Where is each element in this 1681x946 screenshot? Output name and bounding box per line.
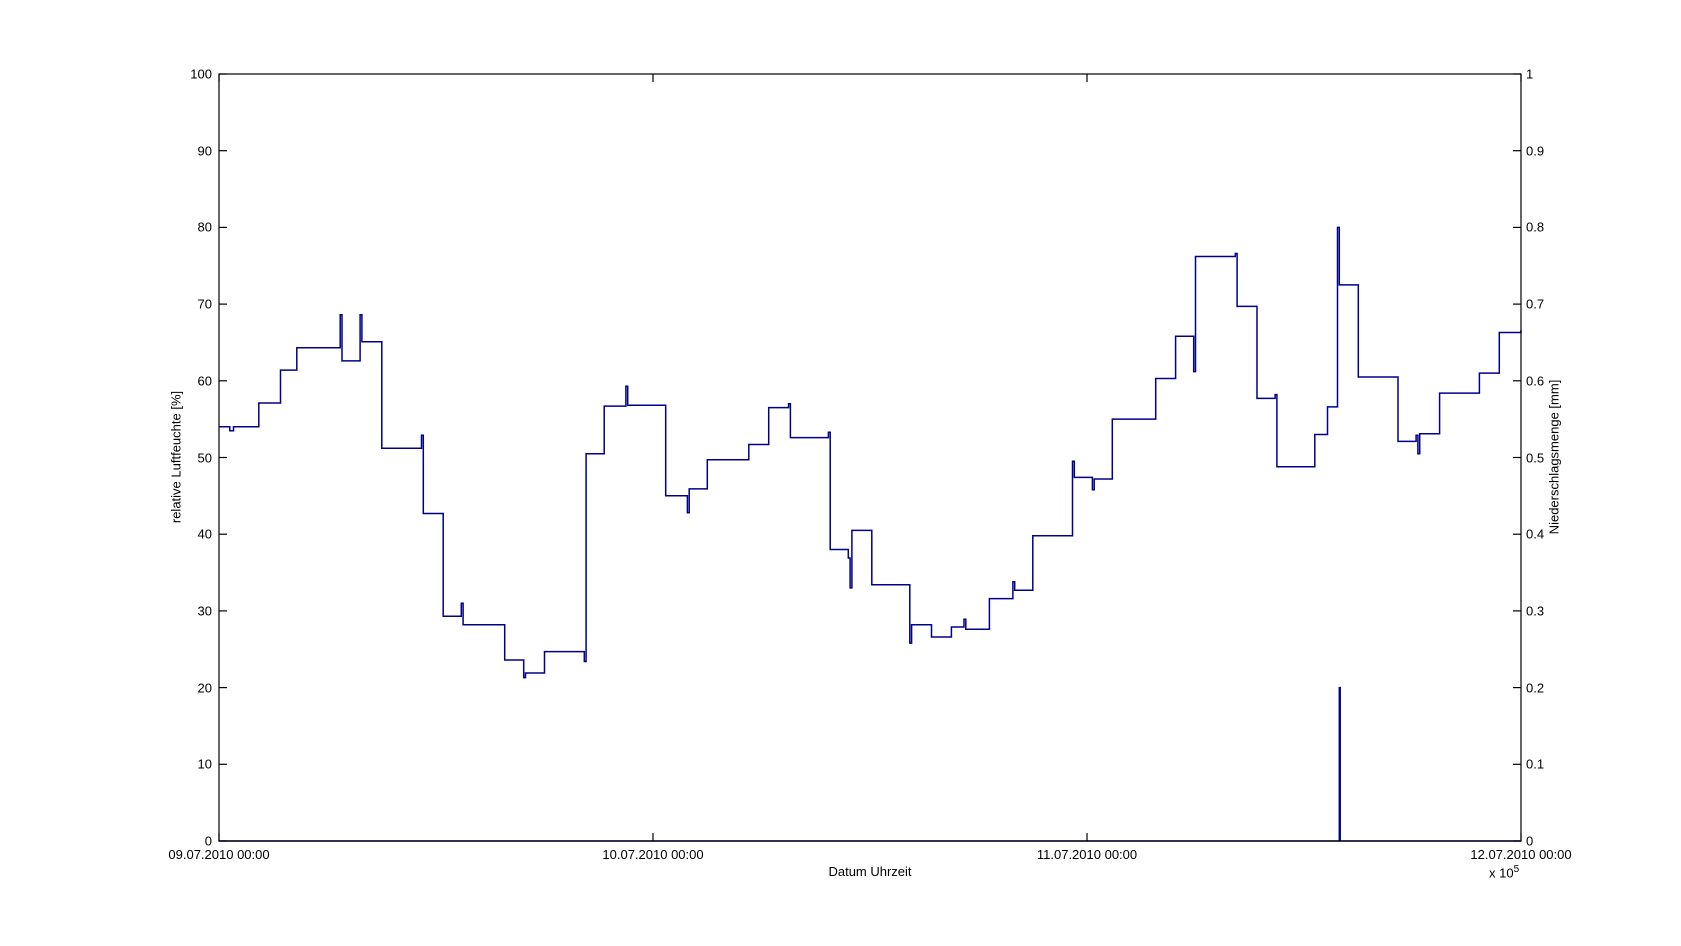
y-left-tick-label: 100 [190,66,212,82]
y-left-tick-label: 60 [197,373,212,389]
series-line-niederschlagsmenge [219,686,1521,842]
y-right-tick-label: 0 [1526,833,1534,849]
x-exponent-base: x 10 [1489,865,1514,881]
y-left-tick-label: 0 [204,833,212,849]
axes-box [218,73,1522,842]
y-left-tick-label: 80 [197,219,212,235]
y-right-tick-label: 0.8 [1526,219,1545,235]
y-right-tick-label: 0.4 [1526,526,1545,542]
x-exponent-power: 5 [1513,864,1520,875]
x-tick-label: 11.07.2010 00:00 [1036,847,1138,862]
y-right-tick-label: 0.3 [1526,603,1545,619]
y-left-tick-label: 50 [197,450,212,465]
y-right-tick-label: 0.7 [1526,296,1545,312]
y-right-tick-label: 0.1 [1526,756,1545,772]
y-right-tick-label: 0.6 [1526,373,1545,389]
y-left-tick-label: 30 [197,603,212,619]
y-axis-left-title: relative Luftfeuchte [%] [168,390,184,524]
y-left-tick-label: 70 [197,296,212,312]
series-line-relative-luftfeuchte [219,226,1522,679]
y-left-tick-label: 90 [197,143,212,159]
y-left-tick-label: 10 [197,756,212,772]
x-axis-title: Datum Uhrzeit [828,864,912,879]
y-right-tick-label: 0.2 [1526,680,1545,696]
y-right-tick-label: 0.9 [1526,143,1545,159]
y-right-tick-label: 1 [1526,66,1534,82]
x-tick-label: 12.07.2010 00:00 [1470,847,1572,862]
y-left-tick-label: 40 [197,526,212,542]
y-right-tick-label: 0.5 [1526,450,1545,465]
x-tick-label: 10.07.2010 00:00 [602,847,704,862]
y-left-tick-label: 20 [197,680,212,696]
x-axis-exponent-label: x 105 [1489,864,1519,880]
x-tick-label: 09.07.2010 00:00 [168,847,270,862]
y-axis-right-title: Niederschlagsmenge [mm] [1546,379,1562,535]
